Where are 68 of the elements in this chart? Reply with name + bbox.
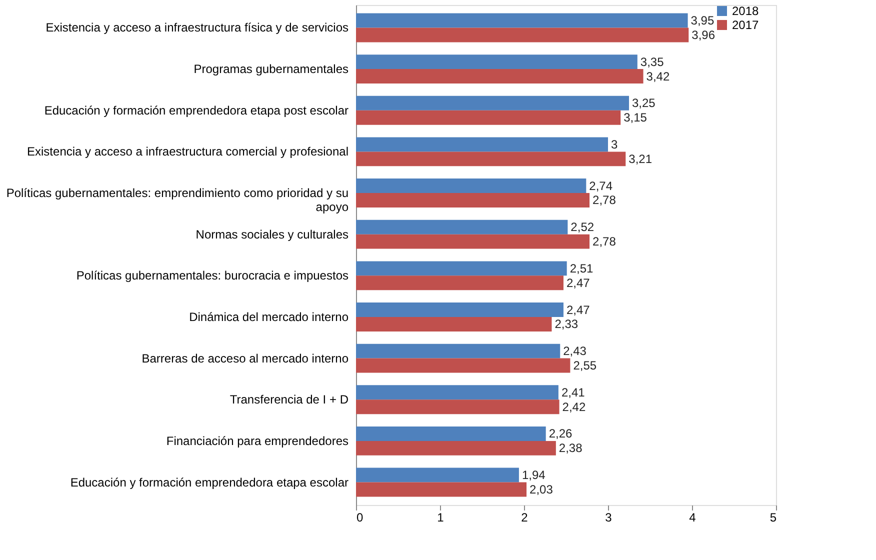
data-label: 1,94 — [522, 468, 546, 482]
bar — [356, 69, 644, 84]
data-label: 2,74 — [589, 178, 613, 193]
bar — [356, 385, 558, 400]
data-label: 2,26 — [548, 426, 573, 441]
y-tick-label: Financiación para emprendedores — [166, 434, 348, 448]
bar — [356, 426, 546, 441]
y-tick-label: Educación y formación emprendedora etapa escolar — [70, 475, 348, 490]
data-label: 2,42 — [562, 400, 586, 414]
data-label: 2,51 — [570, 261, 594, 276]
data-label: 3,42 — [646, 69, 670, 84]
x-tick-label: 0 — [356, 510, 364, 524]
y-tick-label: Existencia y acceso a infraestructura comercial y profesional — [27, 144, 348, 159]
bar — [356, 261, 567, 276]
data-label: 2,78 — [592, 193, 616, 208]
data-label: 2,03 — [530, 482, 554, 497]
data-label: 2,78 — [592, 234, 616, 249]
bar — [356, 276, 564, 290]
data-label: 2,41 — [561, 385, 586, 400]
bar — [356, 193, 590, 208]
y-tick-label: Políticas gubernamentales: emprendimiento como prioridad y su apoyo — [6, 186, 349, 214]
data-label: 2,47 — [566, 276, 590, 290]
bar — [356, 13, 688, 28]
bar — [356, 440, 556, 456]
bar — [356, 302, 564, 317]
y-tick-label: Dinámica del mercado interno — [189, 310, 349, 324]
bar — [356, 54, 638, 70]
legend-label: 2017 — [732, 18, 760, 32]
bar — [356, 344, 560, 358]
data-label: 3 — [611, 137, 618, 152]
y-tick-label: Normas sociales y culturales — [196, 227, 348, 242]
data-label: 2,38 — [558, 441, 583, 456]
bar — [356, 28, 689, 42]
data-label: 3,15 — [624, 110, 648, 125]
data-label: 3,96 — [692, 28, 716, 42]
y-tick-label: Educación y formación emprendedora etapa post escolar — [44, 103, 348, 118]
bar — [356, 482, 527, 497]
data-label: 3,25 — [632, 96, 656, 110]
bar — [356, 358, 570, 373]
bar — [356, 468, 519, 482]
bar — [356, 178, 586, 194]
x-tick-label: 1 — [437, 510, 444, 524]
x-tick-label: 2 — [521, 510, 528, 524]
bar — [356, 110, 621, 125]
x-tick-label: 4 — [689, 510, 696, 524]
legend-label: 2018 — [732, 4, 760, 18]
y-tick-label: Existencia y acceso a infraestructura física y de servicios — [46, 20, 348, 35]
data-label: 2,33 — [554, 317, 578, 332]
x-tick-label: 3 — [605, 510, 612, 524]
data-label: 2,43 — [563, 344, 587, 358]
bar — [356, 137, 608, 152]
bar — [356, 152, 626, 166]
y-tick-label: Transferencia de I + D — [230, 392, 349, 407]
bar — [356, 220, 568, 234]
data-label: 3,95 — [690, 13, 714, 28]
data-label: 3,21 — [628, 152, 652, 166]
bar — [356, 316, 552, 332]
bar — [356, 234, 590, 249]
bar — [356, 96, 629, 110]
y-tick-label: Barreras de acceso al mercado interno — [142, 351, 349, 366]
y-tick-label: Programas gubernamentales — [194, 62, 348, 76]
data-label: 3,35 — [640, 54, 664, 69]
x-tick-label: 5 — [770, 510, 777, 524]
bar — [356, 400, 560, 414]
data-label: 2,47 — [566, 302, 590, 317]
data-label: 2,55 — [573, 358, 597, 373]
y-tick-label: Políticas gubernamentales: burocracia e impuestos — [76, 268, 348, 283]
data-label: 2,52 — [570, 220, 594, 234]
